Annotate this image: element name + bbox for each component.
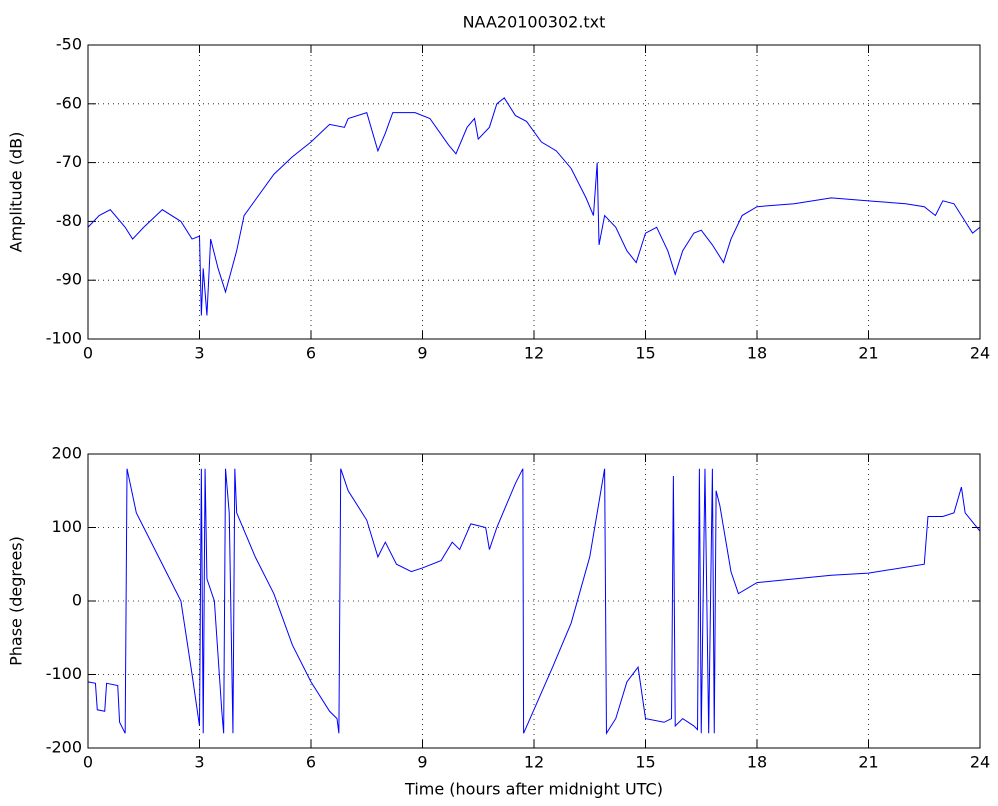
y-tick-label: 200 — [51, 444, 82, 463]
x-tick-label: 12 — [524, 753, 544, 772]
y-tick-label: -100 — [46, 329, 82, 348]
x-tick-label: 24 — [970, 344, 990, 363]
x-tick-label: 15 — [635, 344, 655, 363]
y-tick-label: -60 — [56, 93, 82, 112]
axes-box — [87, 44, 981, 340]
y-tick-label: -100 — [46, 664, 82, 683]
x-tick-label: 24 — [970, 753, 990, 772]
x-tick-label: 18 — [747, 753, 767, 772]
y-tick-label: -90 — [56, 270, 82, 289]
y-tick-label: -200 — [46, 738, 82, 757]
data-line — [87, 97, 981, 316]
x-tick-label: 9 — [417, 344, 427, 363]
x-tick-label: 3 — [194, 753, 204, 772]
axes-box — [87, 453, 981, 749]
y-tick-label: -80 — [56, 211, 82, 230]
x-tick-label: 21 — [858, 344, 878, 363]
y-axis-label: Amplitude (dB) — [7, 132, 26, 253]
x-tick-label: 12 — [524, 344, 544, 363]
data-line — [87, 468, 981, 736]
y-tick-label: 100 — [51, 517, 82, 536]
plot-area — [88, 45, 980, 339]
x-tick-label: 6 — [306, 753, 316, 772]
x-tick-label: 6 — [306, 344, 316, 363]
y-tick-label: 0 — [72, 591, 82, 610]
x-tick-label: 3 — [194, 344, 204, 363]
y-axis-label: Phase (degrees) — [7, 536, 26, 666]
x-tick-label: 15 — [635, 753, 655, 772]
x-tick-label: 0 — [83, 753, 93, 772]
x-tick-label: 0 — [83, 344, 93, 363]
x-tick-label: 9 — [417, 753, 427, 772]
x-tick-label: 21 — [858, 753, 878, 772]
y-tick-label: -50 — [56, 35, 82, 54]
y-tick-label: -70 — [56, 152, 82, 171]
x-tick-label: 18 — [747, 344, 767, 363]
chart-title: NAA20100302.txt — [463, 13, 606, 32]
x-axis-label: Time (hours after midnight UTC) — [404, 780, 663, 799]
